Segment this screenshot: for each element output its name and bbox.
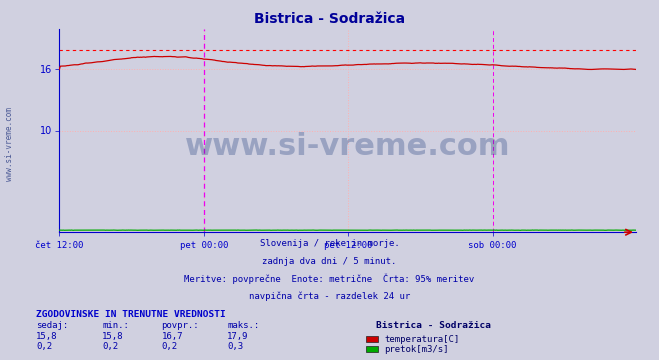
Text: 0,2: 0,2 <box>102 342 118 351</box>
Text: 0,3: 0,3 <box>227 342 243 351</box>
Text: ZGODOVINSKE IN TRENUTNE VREDNOSTI: ZGODOVINSKE IN TRENUTNE VREDNOSTI <box>36 310 226 319</box>
Text: maks.:: maks.: <box>227 321 260 330</box>
Text: Slovenija / reke in morje.: Slovenija / reke in morje. <box>260 239 399 248</box>
Text: 15,8: 15,8 <box>102 332 124 341</box>
Text: min.:: min.: <box>102 321 129 330</box>
Text: Meritve: povprečne  Enote: metrične  Črta: 95% meritev: Meritve: povprečne Enote: metrične Črta:… <box>185 274 474 284</box>
Text: povpr.:: povpr.: <box>161 321 199 330</box>
Text: Bistrica - Sodražica: Bistrica - Sodražica <box>376 321 491 330</box>
Text: Bistrica - Sodražica: Bistrica - Sodražica <box>254 12 405 26</box>
Text: zadnja dva dni / 5 minut.: zadnja dva dni / 5 minut. <box>262 257 397 266</box>
Text: www.si-vreme.com: www.si-vreme.com <box>5 107 14 181</box>
Text: 0,2: 0,2 <box>36 342 52 351</box>
Text: www.si-vreme.com: www.si-vreme.com <box>185 132 510 161</box>
Text: 17,9: 17,9 <box>227 332 249 341</box>
Text: navpična črta - razdelek 24 ur: navpična črta - razdelek 24 ur <box>249 291 410 301</box>
Text: 0,2: 0,2 <box>161 342 177 351</box>
Text: sedaj:: sedaj: <box>36 321 69 330</box>
Text: 15,8: 15,8 <box>36 332 58 341</box>
Text: pretok[m3/s]: pretok[m3/s] <box>384 345 449 354</box>
Text: 16,7: 16,7 <box>161 332 183 341</box>
Text: temperatura[C]: temperatura[C] <box>384 335 459 344</box>
